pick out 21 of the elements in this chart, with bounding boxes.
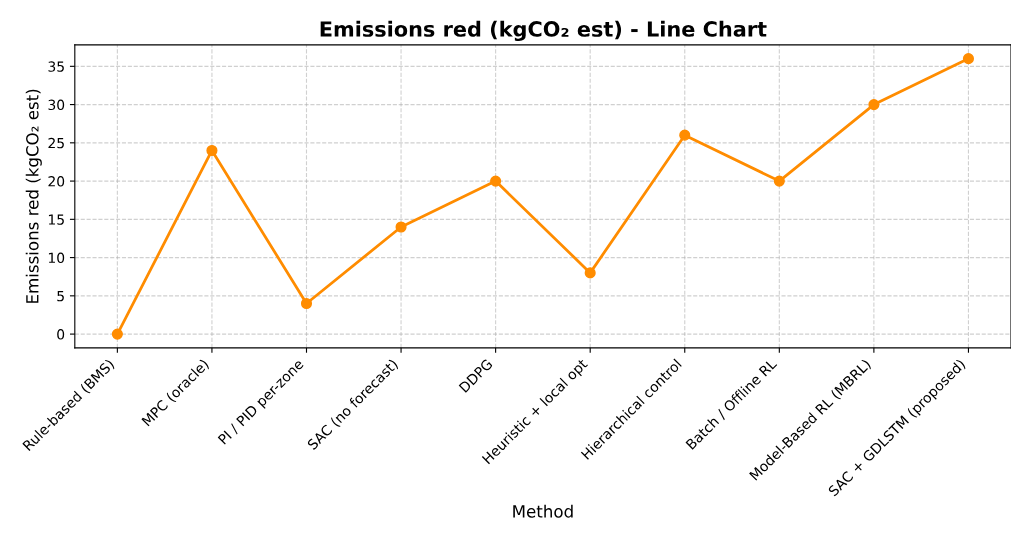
point — [111, 328, 123, 340]
y-tick-label: 5 — [57, 290, 64, 302]
y-tick-label: 20 — [48, 176, 65, 187]
point — [773, 175, 785, 187]
point — [395, 221, 407, 233]
point — [868, 99, 880, 111]
y-tick-label: 25 — [48, 137, 64, 149]
chart-title: Emissions red (kgCO₂ est) - Line Chart — [320, 20, 767, 42]
y-tick-label: 30 — [48, 99, 65, 111]
point — [206, 144, 218, 157]
point — [300, 297, 313, 310]
point — [584, 267, 596, 279]
y-tick-label: 10 — [48, 252, 65, 264]
y-tick-label: 0 — [57, 329, 65, 340]
point — [679, 129, 691, 141]
x-axis-title: Method — [513, 504, 573, 518]
point — [490, 175, 502, 187]
y-tick-label: 15 — [48, 214, 64, 225]
point — [962, 53, 975, 65]
y-axis-title: Emissions red (kgCO₂ est) — [25, 89, 42, 303]
y-tick-label: 35 — [48, 61, 64, 72]
